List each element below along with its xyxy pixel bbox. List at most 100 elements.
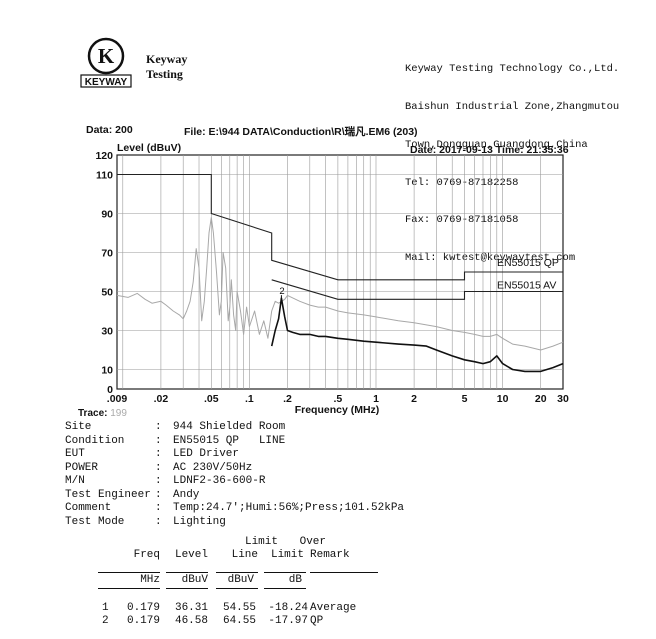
file-path: File: E:\944 DATA\Conduction\R\瑞凡.EM6 (2…: [184, 126, 418, 138]
info-value: Temp:24.7';Humi:56%;Press;101.52kPa: [173, 502, 405, 514]
x-tick-label: 20: [535, 393, 547, 405]
y-tick-label: 110: [96, 170, 113, 182]
tick-labels: .009 .02 .05 .1 .2 .5 1 2 5 10 20 30 0 10 30 50 70 90 110 1…: [95, 150, 569, 405]
row-remark: Average: [310, 602, 357, 614]
x-tick-label: 2: [411, 393, 417, 405]
rule: [216, 588, 258, 589]
row-level: 46.58: [174, 615, 208, 627]
info-row-condition: Condition: EN55015 QP LINE: [65, 435, 285, 448]
x-tick-label: 30: [557, 393, 569, 405]
info-separator: :: [155, 488, 162, 501]
trace-number: 199: [110, 408, 127, 419]
info-label: Test Engineer: [65, 488, 151, 501]
info-label: Test Mode: [65, 515, 125, 528]
unit-line: dBuV: [227, 574, 254, 586]
info-value: AC 230V/50Hz: [173, 461, 253, 474]
series-average-trace: [270, 297, 564, 373]
row-freq: 0.179: [126, 602, 160, 614]
legend-en55015-av: EN55015 AV: [497, 280, 556, 292]
x-tick-label: .2: [283, 393, 292, 405]
col-head-over: Limit: [270, 549, 304, 561]
info-label: Site: [65, 421, 92, 433]
series-peak-trace: [116, 216, 564, 351]
company-line: Keyway Testing Technology Co.,Ltd.: [405, 63, 620, 76]
info-separator: :: [155, 421, 162, 433]
trace-label-text: Trace:: [78, 408, 108, 419]
series: [116, 216, 564, 373]
rule: [310, 572, 378, 573]
unit-freq: MHz: [140, 574, 160, 586]
x-tick-label: .009: [107, 393, 128, 405]
info-row-engineer: Test Engineer: Andy: [65, 489, 199, 502]
info-value: EN55015 QP LINE: [173, 434, 286, 447]
chart-labels: Level (dBuV) Frequency (MHz) EN55015 QP …: [117, 142, 559, 416]
row-limit: 54.55: [222, 602, 256, 614]
row-over: -17.97: [268, 615, 308, 627]
y-axis-label: Level (dBuV): [117, 142, 181, 154]
rule: [166, 588, 208, 589]
logo-letter: K: [98, 44, 115, 68]
col-head-top: Over: [299, 536, 326, 548]
company-line: Baishun Industrial Zone,Zhangmutou: [405, 100, 620, 113]
rule: [264, 588, 306, 589]
rule: [264, 572, 306, 573]
col-head-remark: Remark: [310, 549, 350, 561]
x-tick-label: 5: [462, 393, 468, 405]
y-tick-label: 30: [101, 326, 113, 338]
info-label: Comment: [65, 502, 112, 514]
x-tick-label: .05: [204, 393, 219, 405]
row-number: 2: [102, 615, 109, 627]
x-axis-label: Frequency (MHz): [295, 404, 380, 416]
info-value: LDNF2-36-600-R: [173, 475, 266, 487]
info-value: Lighting: [173, 515, 226, 528]
info-separator: :: [155, 448, 162, 460]
y-tick-label: 0: [107, 384, 113, 396]
x-tick-label: .5: [334, 393, 343, 405]
info-value: 944 Shielded Room: [173, 421, 286, 433]
limit-line-qp: [117, 173, 563, 281]
col-head-freq: Freq: [133, 549, 160, 561]
unit-level: dBuV: [181, 574, 208, 586]
x-tick-label: .1: [245, 393, 254, 405]
brand-name: Keyway Testing: [146, 52, 187, 82]
row-over: -18.24: [268, 602, 308, 614]
rule: [216, 572, 258, 573]
row-level: 36.31: [174, 602, 208, 614]
info-separator: :: [155, 461, 162, 474]
x-tick-label: 10: [497, 393, 509, 405]
info-label: EUT: [65, 448, 85, 460]
company-line: Fax: 0769-87181058: [405, 214, 519, 227]
info-row-power: POWER: AC 230V/50Hz: [65, 462, 252, 475]
y-tick-label: 120: [95, 150, 113, 162]
limit-line-av: [271, 279, 563, 300]
x-tick-label: 1: [373, 393, 379, 405]
rule: [166, 572, 208, 573]
row-remark: QP: [310, 615, 324, 627]
y-tick-label: 90: [101, 209, 113, 221]
logo-word: KEYWAY: [85, 77, 128, 88]
unit-over: dB: [288, 574, 302, 586]
legend-en55015-qp: EN55015 QP: [497, 257, 559, 269]
rule: [98, 572, 160, 573]
info-row-comment: Comment: Temp:24.7';Humi:56%;Press;101.52…: [65, 502, 404, 515]
y-tick-label: 50: [101, 287, 113, 299]
info-separator: :: [155, 434, 162, 447]
brand-line-2: Testing: [146, 67, 183, 81]
company-line: Town,Dongguan,Guangdong,China: [405, 138, 588, 151]
date-time: Date: 2017-09-13 Time: 21:35:36: [410, 144, 569, 156]
y-tick-label: 70: [101, 248, 113, 260]
keyway-logo: K KEYWAY: [80, 37, 132, 88]
info-value: LED Driver: [173, 448, 240, 460]
info-row-test-mode: Test Mode: Lighting: [65, 516, 226, 529]
col-head-level: Level: [174, 549, 208, 561]
emission-chart: .009 .02 .05 .1 .2 .5 1 2 5 10 20 30 0 10 30 50 70 90 110 1…: [95, 142, 569, 416]
info-label: M/N: [65, 475, 85, 487]
x-tick-label: .02: [154, 393, 169, 405]
brand-line-1: Keyway: [146, 52, 188, 66]
rule: [98, 588, 160, 589]
data-number: Data: 200: [86, 124, 133, 136]
row-freq: 0.179: [126, 615, 160, 627]
info-row-eut: EUT: LED Driver: [65, 448, 239, 461]
limit-lines: [117, 173, 563, 300]
col-head-line: Line: [231, 549, 258, 561]
